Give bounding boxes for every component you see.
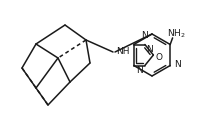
Text: N: N bbox=[146, 45, 153, 54]
Text: O: O bbox=[156, 53, 163, 62]
Text: NH: NH bbox=[116, 48, 129, 56]
Text: NH$_2$: NH$_2$ bbox=[167, 27, 186, 40]
Text: N: N bbox=[174, 60, 181, 69]
Text: N: N bbox=[142, 32, 148, 41]
Text: N: N bbox=[137, 66, 143, 75]
